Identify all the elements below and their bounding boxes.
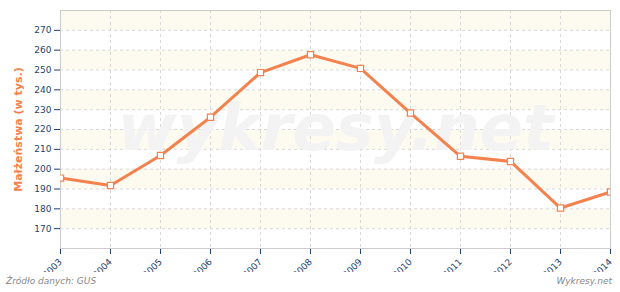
svg-text:2014: 2014	[591, 257, 614, 272]
svg-text:2004: 2004	[91, 257, 114, 272]
svg-text:2006: 2006	[191, 257, 214, 272]
svg-text:wykresy.net: wykresy.net	[117, 91, 556, 165]
svg-text:250: 250	[34, 65, 51, 75]
svg-text:230: 230	[34, 105, 51, 115]
svg-text:2010: 2010	[391, 257, 414, 272]
svg-text:2003: 2003	[41, 257, 64, 272]
svg-text:200: 200	[34, 164, 51, 174]
html-text:Wykresy.net: Wykresy.net	[556, 276, 612, 286]
svg-text:2005: 2005	[141, 257, 164, 272]
svg-text:190: 190	[34, 184, 51, 194]
svg-text:2007: 2007	[241, 257, 264, 272]
svg-text:220: 220	[34, 124, 51, 134]
svg-text:Małżeństwa (w tys.): Małżeństwa (w tys.)	[12, 67, 25, 192]
svg-text:260: 260	[34, 45, 51, 55]
svg-text:210: 210	[34, 144, 51, 154]
svg-text:2012: 2012	[491, 257, 514, 272]
svg-text:180: 180	[34, 204, 51, 214]
svg-text:2013: 2013	[541, 257, 564, 272]
svg-text:270: 270	[34, 25, 51, 35]
html-text:Źródło danych: GUS: Źródło danych: GUS	[6, 276, 97, 286]
svg-text:2011: 2011	[441, 257, 464, 272]
svg-text:170: 170	[34, 224, 51, 234]
svg-text:240: 240	[34, 85, 51, 95]
svg-text:2009: 2009	[341, 257, 364, 272]
svg-text:2008: 2008	[291, 257, 314, 272]
